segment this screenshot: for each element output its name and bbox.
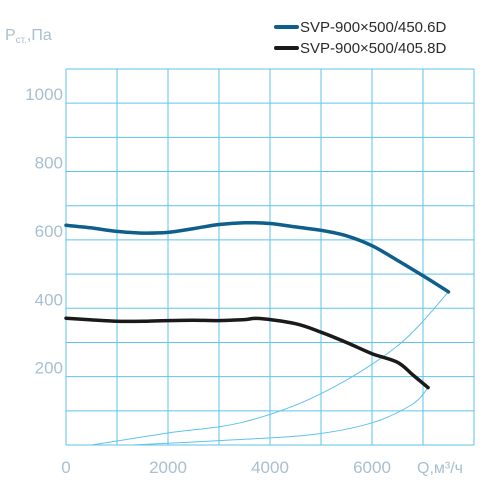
series-line-1 <box>64 220 451 294</box>
x-tick-label: 0 <box>61 458 70 477</box>
series-lines <box>64 220 451 390</box>
grid <box>65 68 475 446</box>
legend-label-series-2: SVP-900×500/405.8D <box>300 40 447 57</box>
x-tick-label: 4000 <box>251 458 289 477</box>
y-axis-label: Pст.,Па <box>5 27 52 46</box>
system-curve-2 <box>132 387 429 446</box>
series-line-2 <box>64 316 430 390</box>
legend-label-series-1: SVP-900×500/450.6D <box>300 19 447 36</box>
system-curve-1 <box>91 291 449 446</box>
y-tick-label: 400 <box>35 290 63 309</box>
x-tick-label: 6000 <box>353 458 391 477</box>
system-curves <box>91 291 449 446</box>
y-tick-label: 600 <box>35 222 63 241</box>
y-tick-label: 1000 <box>25 85 63 104</box>
y-tick-label: 800 <box>35 154 63 173</box>
legend: SVP-900×500/450.6D SVP-900×500/405.8D <box>274 19 447 57</box>
x-tick-labels: 0 2000 4000 6000 <box>61 458 391 477</box>
y-tick-labels: 200 400 600 800 1000 <box>25 85 63 377</box>
x-tick-label: 2000 <box>149 458 187 477</box>
y-tick-label: 200 <box>35 359 63 378</box>
x-axis-label: Q,м³/ч <box>417 460 463 477</box>
